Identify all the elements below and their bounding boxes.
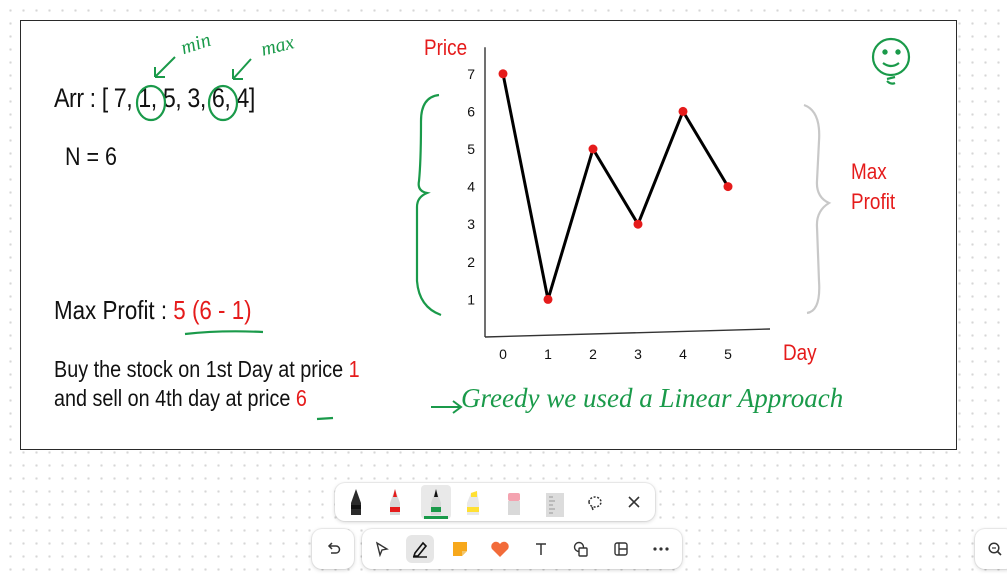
heart-reaction-icon[interactable] [486, 535, 514, 563]
price-line [501, 73, 730, 301]
price-point [543, 294, 553, 304]
black-marker-icon[interactable] [345, 485, 367, 519]
x-tick-label: 2 [589, 346, 597, 362]
x-tick-label: 5 [724, 346, 732, 362]
buy-price: 1 [348, 356, 360, 382]
ruler-icon[interactable] [543, 485, 565, 519]
arrow-min [154, 56, 176, 78]
template-icon[interactable] [607, 535, 635, 563]
y-tick-label: 5 [467, 141, 475, 157]
x-tick-label: 1 [544, 346, 552, 362]
green-marker-icon[interactable] [421, 485, 451, 519]
greedy-note: Greedy we used a Linear Approach [461, 383, 844, 413]
sticky-note-icon[interactable] [446, 535, 474, 563]
y-tick-label: 1 [467, 291, 475, 307]
sell-price: 6 [295, 385, 307, 411]
yellow-highlighter-icon[interactable] [462, 485, 484, 519]
y-tick-label: 2 [467, 254, 475, 270]
red-marker-icon[interactable] [384, 485, 406, 519]
price-point [678, 106, 688, 116]
undo-icon[interactable] [319, 535, 347, 563]
underline-sell-price [316, 416, 334, 421]
zoom-icon[interactable] [981, 535, 1007, 563]
more-icon[interactable] [647, 535, 675, 563]
main-toolbar [362, 529, 682, 569]
y-axis-label: Price [424, 35, 468, 60]
undo-toolbar [312, 529, 354, 569]
arrow-max [232, 58, 252, 80]
y-tick-label: 3 [467, 216, 475, 232]
sell-text: and sell on 4th day at price [54, 385, 291, 411]
price-point [723, 182, 733, 192]
max-profit-line: Max Profit : 5 (6 - 1) [54, 295, 252, 326]
zoom-toolbar [975, 529, 1007, 569]
pen-icon[interactable] [406, 535, 434, 563]
greedy-arrow [431, 400, 463, 414]
x-tick-label: 0 [499, 346, 507, 362]
whiteboard-canvas[interactable]: Arr : [ 7, 1, 5, 3, 6, 4] N = 6 Max Prof… [20, 20, 957, 450]
underline-max-profit [184, 330, 264, 336]
side-label-line1: Max [851, 159, 887, 184]
y-tick-label: 4 [467, 179, 475, 195]
price-chart: 1 2 3 4 5 6 7 0 1 2 3 4 5 [467, 47, 771, 362]
side-label-line2: Profit [851, 189, 896, 214]
price-point [588, 144, 598, 154]
x-tick-label: 3 [634, 346, 642, 362]
y-tick-label: 6 [467, 103, 475, 119]
explanation-text: Buy the stock on 1st Day at price 1 and … [54, 355, 360, 413]
array-text: Arr : [ 7, 1, 5, 3, 6, 4] [54, 83, 255, 113]
price-point [633, 219, 643, 229]
buy-text: Buy the stock on 1st Day at price [54, 356, 344, 382]
n-text: N = 6 [65, 143, 117, 171]
ink-annotations [135, 37, 911, 421]
max-profit-value: 5 (6 - 1) [173, 295, 252, 325]
pen-toolbar [335, 483, 655, 521]
x-axis-label: Day [783, 340, 817, 365]
green-brace [415, 93, 442, 317]
gray-brace [803, 103, 832, 315]
text-icon[interactable] [527, 535, 555, 563]
circle-min [135, 84, 167, 122]
max-profit-side-label: Max Profit [851, 157, 895, 217]
select-pointer-icon[interactable] [368, 535, 396, 563]
shapes-icon[interactable] [567, 535, 595, 563]
price-point [498, 69, 508, 79]
eraser-icon[interactable] [503, 485, 525, 519]
circle-max [207, 84, 239, 122]
close-icon[interactable] [620, 488, 648, 516]
y-tick-label: 7 [467, 66, 475, 82]
x-tick-label: 4 [679, 346, 687, 362]
smiley-doodle [871, 37, 911, 85]
lasso-icon[interactable] [581, 488, 609, 516]
max-profit-label: Max Profit : [54, 295, 168, 325]
x-axis [484, 328, 771, 338]
